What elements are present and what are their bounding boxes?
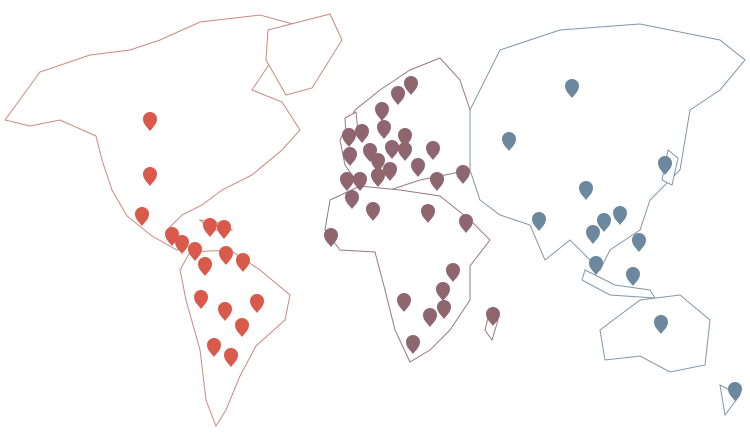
map-pin[interactable] [217,220,231,239]
greenland [265,13,343,96]
map-pin[interactable] [218,302,232,321]
map-pin[interactable] [219,246,233,265]
map-pin[interactable] [411,158,425,177]
map-pin[interactable] [366,202,380,221]
map-pin[interactable] [385,140,399,159]
map-pin[interactable] [421,204,435,223]
map-pin[interactable] [728,382,742,401]
map-pin[interactable] [632,233,646,252]
map-pin[interactable] [194,290,208,309]
indonesia [581,269,656,299]
map-pin[interactable] [398,128,412,147]
map-pin[interactable] [430,172,444,191]
map-pin[interactable] [532,212,546,231]
map-pin[interactable] [250,294,264,313]
europe-africa [324,57,499,363]
americas [4,13,343,428]
map-pin[interactable] [579,181,593,200]
map-pin[interactable] [235,318,249,337]
map-pin[interactable] [353,172,367,191]
map-pin[interactable] [397,293,411,312]
map-pin[interactable] [658,156,672,175]
map-pin[interactable] [371,168,385,187]
map-pin[interactable] [459,214,473,233]
map-pin[interactable] [626,267,640,286]
map-pin[interactable] [224,348,238,367]
north-america [4,14,301,251]
map-pin[interactable] [207,338,221,357]
map-pin[interactable] [398,142,412,161]
map-pin[interactable] [203,218,217,237]
map-pin[interactable] [456,165,470,184]
map-pin[interactable] [613,206,627,225]
map-pin[interactable] [406,335,420,354]
map-pin[interactable] [345,190,359,209]
asia-oceania [469,23,746,417]
map-pin[interactable] [404,76,418,95]
map-pin[interactable] [436,282,450,301]
map-pin[interactable] [342,128,356,147]
map-pin[interactable] [437,300,451,319]
map-pin[interactable] [188,242,202,261]
map-pin[interactable] [565,79,579,98]
map-pin[interactable] [143,167,157,186]
south-america [179,249,291,428]
map-pin[interactable] [426,141,440,160]
map-pin[interactable] [135,207,149,226]
map-pin[interactable] [143,112,157,131]
map-pin[interactable] [423,308,437,327]
map-pin[interactable] [502,132,516,151]
map-pin[interactable] [340,172,354,191]
map-pin[interactable] [391,86,405,105]
map-pin[interactable] [383,162,397,181]
map-pin[interactable] [375,102,389,121]
map-pin[interactable] [355,124,369,143]
map-pin[interactable] [175,235,189,254]
australia [599,294,711,373]
asia [469,23,746,271]
map-pin[interactable] [371,153,385,172]
map-pin[interactable] [486,307,500,326]
africa [324,185,491,363]
map-pin[interactable] [446,263,460,282]
map-pin[interactable] [198,257,212,276]
map-pin[interactable] [589,256,603,275]
map-pin[interactable] [377,120,391,139]
map-pin[interactable] [597,213,611,232]
map-pin[interactable] [236,253,250,272]
map-pin[interactable] [324,228,338,247]
map-pin[interactable] [654,315,668,334]
map-pin[interactable] [343,147,357,166]
pins [135,76,742,401]
map-pin[interactable] [586,225,600,244]
